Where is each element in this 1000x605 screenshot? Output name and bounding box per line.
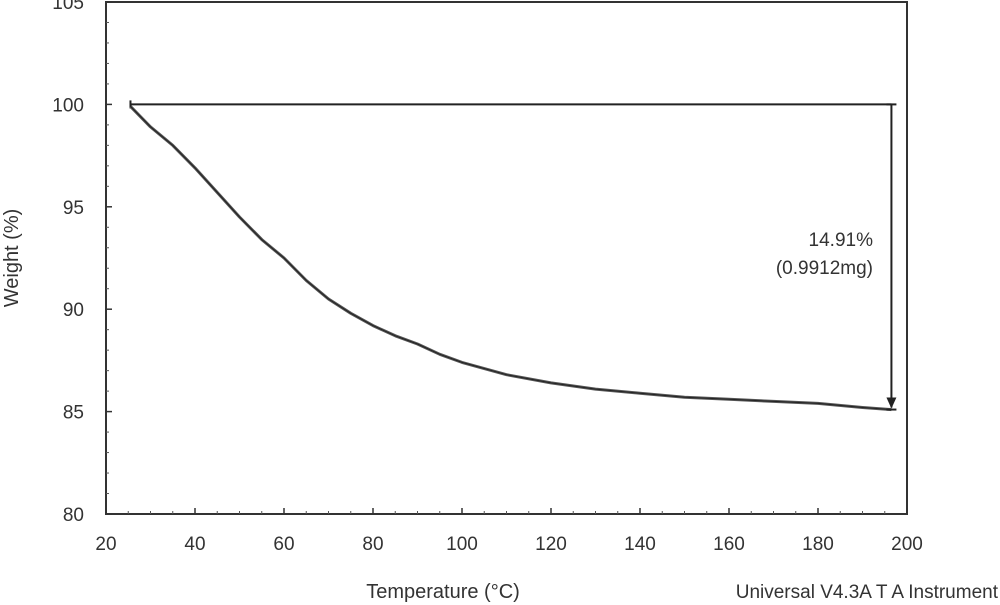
minor-ticks (106, 21, 886, 514)
y-tick-label: 100 (52, 95, 84, 116)
x-tick-label: 20 (95, 534, 116, 555)
y-tick-label: 85 (63, 403, 84, 424)
x-tick-label: 140 (624, 534, 656, 555)
y-axis-ticks: 80 85 90 95 100 105 (52, 0, 112, 526)
x-tick-label: 40 (184, 534, 205, 555)
x-tick-label: 200 (891, 534, 923, 555)
y-tick-label: 90 (63, 300, 84, 321)
x-axis-ticks: 20 40 60 80 100 120 140 160 180 200 (95, 508, 923, 555)
x-axis-title: Temperature (°C) (366, 581, 520, 603)
chart-marks (129, 100, 897, 412)
step-arrow-head (886, 397, 897, 409)
y-tick-label: 105 (52, 0, 84, 14)
y-tick-label: 80 (63, 505, 84, 526)
y-axis-title: Weight (%) (1, 209, 23, 308)
annotation-percent: 14.91% (809, 230, 874, 251)
series-line-core-0 (130, 106, 892, 411)
annotation-mass: (0.9912mg) (776, 258, 873, 279)
instrument-footer: Universal V4.3A T A Instrument (736, 582, 999, 603)
x-tick-label: 160 (713, 534, 745, 555)
x-tick-label: 60 (273, 534, 294, 555)
x-tick-label: 80 (362, 534, 383, 555)
y-tick-label: 95 (63, 198, 84, 219)
x-tick-label: 120 (535, 534, 567, 555)
x-tick-label: 100 (446, 534, 478, 555)
x-tick-label: 180 (802, 534, 834, 555)
